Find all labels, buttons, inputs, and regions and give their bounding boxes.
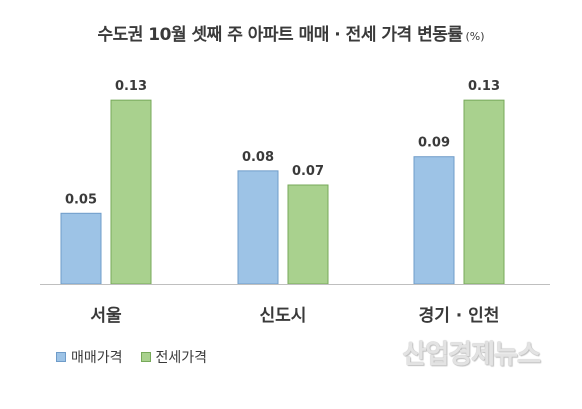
legend-label-jeonse: 전세가격: [155, 350, 208, 366]
category-label-1: 신도시: [260, 306, 307, 326]
legend-label-sale: 매매가격: [71, 350, 123, 366]
bar-sale-1: [237, 170, 279, 285]
legend-item-jeonse: 전세가격: [140, 347, 208, 367]
value-label-sale-0: 0.05: [65, 192, 97, 207]
value-label-sale-1: 0.08: [242, 150, 274, 165]
legend-swatch-sale: [56, 352, 66, 362]
category-label-0: 서울: [90, 306, 122, 326]
value-label-sale-2: 0.09: [418, 136, 450, 151]
bar-jeonse-1: [287, 184, 329, 285]
category-label-2: 경기 · 인천: [419, 306, 500, 326]
legend-swatch-jeonse: [140, 352, 151, 362]
chart-title-block: 수도권 10월 셋째 주 아파트 매매 · 전세 가격 변동률 (%): [0, 20, 582, 45]
legend-item-sale: 매매가격: [56, 347, 123, 367]
value-label-jeonse-1: 0.07: [292, 164, 324, 179]
bar-jeonse-0: [110, 99, 152, 285]
value-label-jeonse-0: 0.13: [115, 79, 147, 94]
legend: 매매가격 전세가격: [56, 347, 225, 367]
bar-sale-0: [60, 212, 102, 285]
bar-sale-2: [413, 156, 455, 285]
bar-jeonse-2: [463, 99, 505, 285]
chart-unit: (%): [465, 30, 485, 43]
value-label-jeonse-2: 0.13: [468, 79, 500, 94]
chart-title: 수도권 10월 셋째 주 아파트 매매 · 전세 가격 변동률: [97, 25, 463, 45]
watermark: 산업경제뉴스: [402, 340, 541, 370]
